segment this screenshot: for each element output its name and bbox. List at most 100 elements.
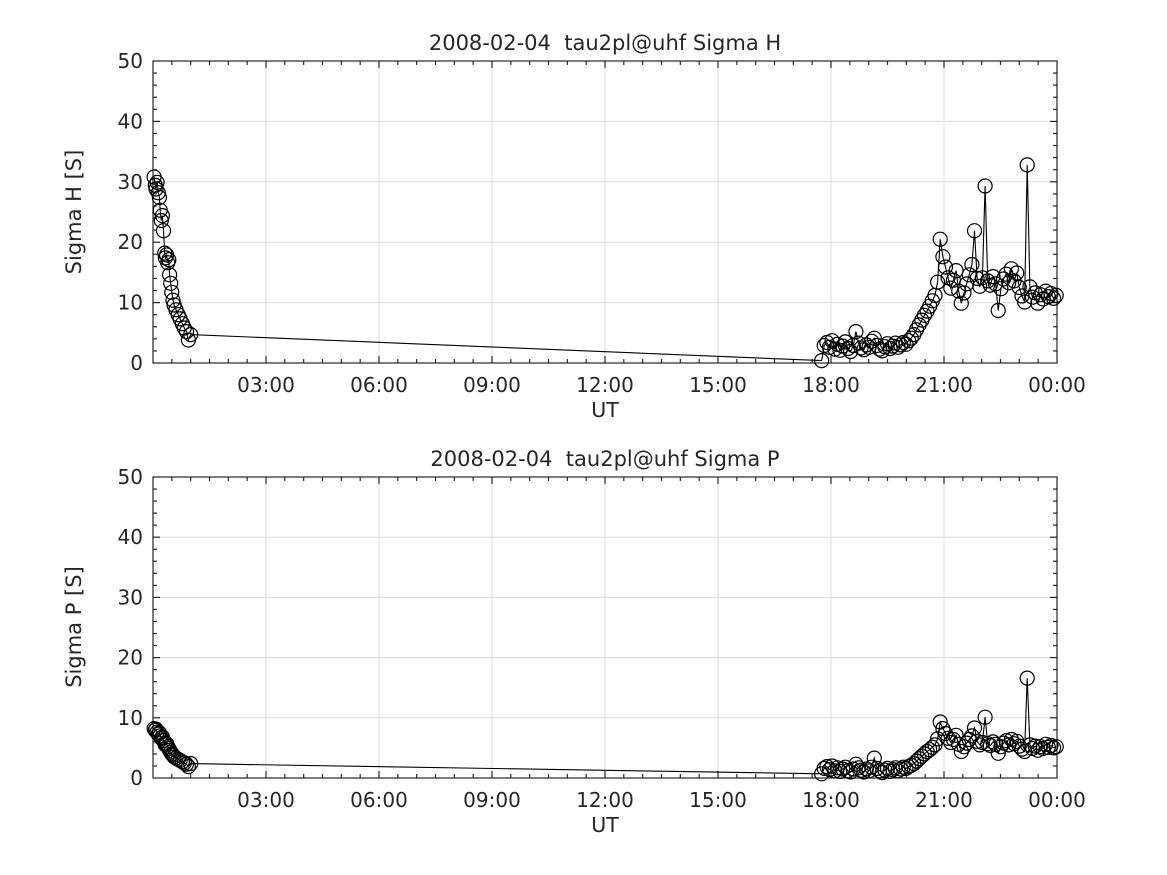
x-axis-label-ut-bottom: UT [591,813,619,837]
y-tick-label: 20 [118,230,143,254]
data-point-marker [1038,736,1054,752]
data-point-marker [1035,740,1051,757]
data-point-marker [153,212,169,229]
x-tick-label: 09:00 [463,373,521,397]
data-point-marker [1040,739,1056,755]
data-point-marker [837,759,853,775]
data-point-marker [853,762,869,778]
data-point-marker [977,709,993,725]
data-point-marker [969,270,985,286]
data-point-marker [148,181,164,197]
y-tick-label: 40 [118,109,143,133]
data-point-marker [874,764,890,781]
data-point-marker [956,285,972,301]
data-point-marker [162,267,178,283]
data-point-marker [924,739,940,755]
data-point-marker [932,231,948,247]
data-point-marker [155,223,172,239]
data-point-marker [161,252,177,268]
data-point-marker [850,760,867,776]
y-tick-label: 10 [118,706,143,730]
y-tick-labels: 0 10 20 30 40 50 [118,49,143,375]
data-point-marker [848,324,864,340]
data-point-marker [1009,265,1025,281]
x-tick-label: 06:00 [350,788,408,812]
plot-box [152,476,1058,779]
data-point-marker [180,758,196,775]
data-point-marker [1019,157,1035,173]
data-point-marker [154,208,170,224]
data-point-marker [178,756,195,772]
y-tick-label: 50 [118,49,143,73]
data-point-marker [1022,279,1038,295]
x-axis-label-ut-top: UT [591,398,619,422]
data-point-marker [150,185,166,201]
data-point-marker [903,330,919,346]
data-point-marker [821,761,838,778]
ticks [153,477,1057,778]
x-tick-label: 03:00 [237,373,295,397]
data-point-marker [164,284,180,300]
data-point-marker [882,340,898,357]
data-point-marker [964,256,980,273]
chart-title-sigma-p: 2008-02-04 tau2pl@uhf Sigma P [430,447,780,471]
grid [153,477,1057,778]
data-point-marker [871,763,888,779]
data-point-marker [982,277,998,293]
x-tick-label: 18:00 [802,788,860,812]
x-tick-labels: 03:00 06:00 09:00 12:00 15:00 18:00 21:00 00:00 [237,788,1086,812]
data-point-marker [898,336,914,352]
y-tick-labels: 0 10 20 30 40 50 [118,465,143,790]
data-point-marker [816,760,832,777]
x-tick-label: 06:00 [350,373,408,397]
data-point-marker [935,249,951,265]
data-point-marker [151,189,167,206]
data-point-marker [1045,740,1062,756]
chart-title-sigma-h: 2008-02-04 tau2pl@uhf Sigma H [428,31,782,55]
data-markers [146,670,1064,782]
x-tick-label: 00:00 [1028,373,1086,397]
data-point-marker [1043,737,1059,754]
data-point-marker [972,278,988,294]
data-point-marker [848,756,864,772]
data-point-marker [183,327,199,343]
data-point-marker [1016,294,1033,310]
x-tick-label: 09:00 [463,788,521,812]
data-point-marker [895,759,911,775]
data-point-marker [998,733,1014,749]
data-point-marker [990,745,1006,761]
x-tick-labels: 03:00 06:00 09:00 12:00 15:00 18:00 21:00 00:00 [237,373,1086,397]
data-point-marker [937,259,954,275]
data-point-marker [1048,739,1064,755]
x-tick-label: 00:00 [1028,788,1086,812]
data-point-marker [990,302,1006,319]
data-point-marker [163,275,179,291]
x-tick-label: 12:00 [576,788,634,812]
data-point-marker [178,324,195,340]
data-point-marker [943,280,959,296]
data-point-marker [916,307,933,323]
data-point-marker [953,295,969,311]
y-tick-label: 30 [118,170,143,194]
ticks [153,61,1057,363]
data-point-marker [1003,261,1020,277]
data-point-marker [887,760,904,776]
y-tick-label: 0 [130,351,143,375]
data-point-marker [877,762,893,778]
data-markers [146,157,1064,369]
data-point-marker [922,742,938,758]
x-tick-label: 15:00 [689,788,747,812]
y-axis-label-sigma-p: Sigma P [S] [62,566,86,688]
data-point-marker [1027,738,1043,754]
y-tick-label: 10 [118,291,143,315]
y-axis-label-sigma-h: Sigma H [S] [62,149,86,275]
plot-sigma-h: 03:00 06:00 09:00 12:00 15:00 18:00 21:00 00:00… [118,49,1086,397]
plot-sigma-p: 03:00 06:00 09:00 12:00 15:00 18:00 21:00 00:00… [118,465,1086,812]
data-point-marker [837,334,853,350]
data-point-marker [987,276,1004,292]
y-tick-label: 0 [130,766,143,790]
data-point-marker [813,353,830,369]
data-point-marker [993,281,1009,297]
data-point-marker [879,760,896,777]
